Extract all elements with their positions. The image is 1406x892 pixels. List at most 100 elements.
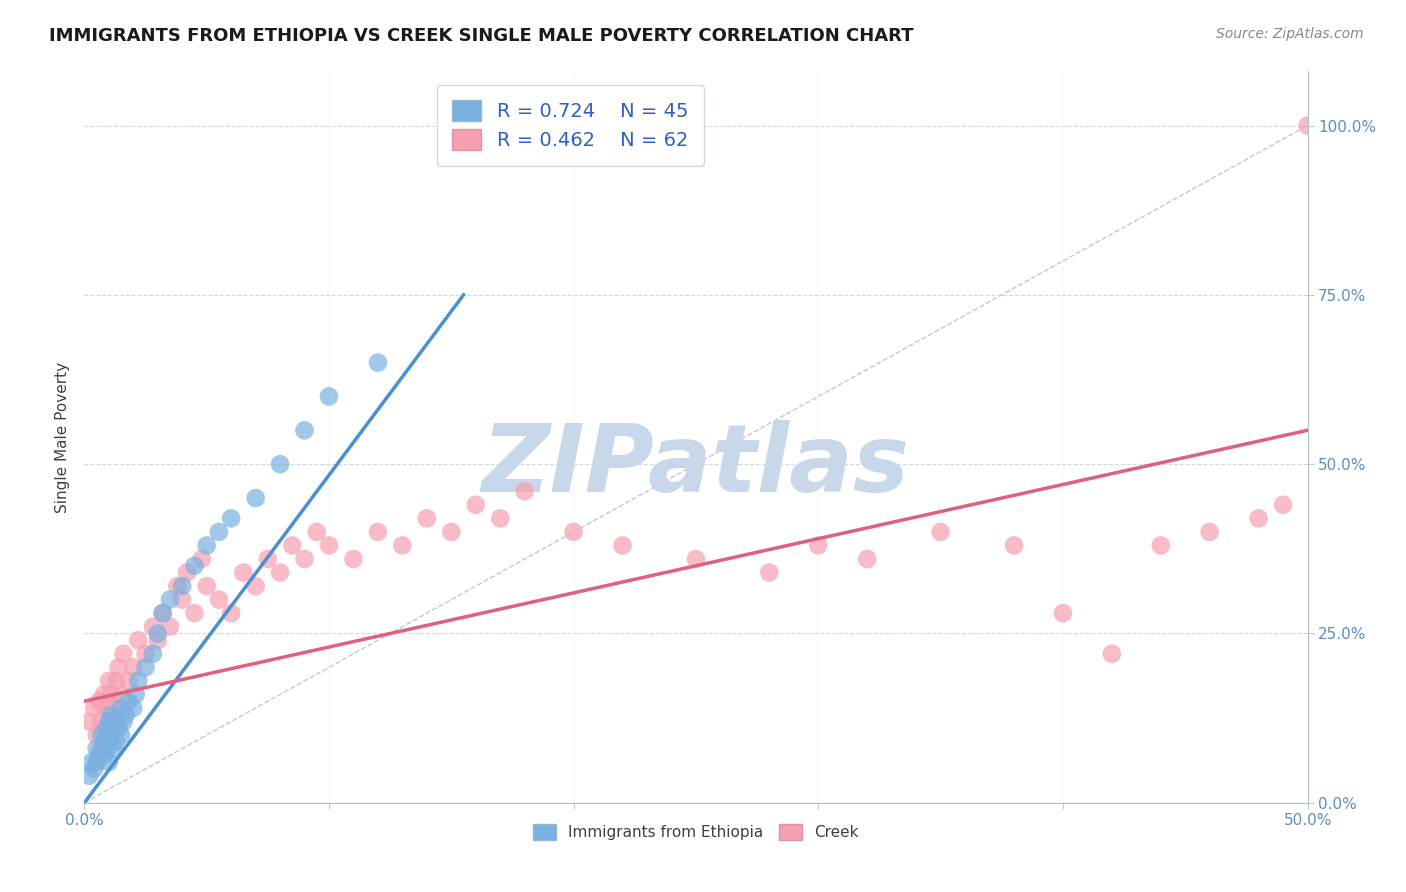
Point (758, 566, 780, 580)
Point (929, 524, 952, 539)
Point (269, 457, 291, 471)
Point (281, 538, 304, 552)
Point (269, 566, 291, 580)
Text: IMMIGRANTS FROM ETHIOPIA VS CREEK SINGLE MALE POVERTY CORRELATION CHART: IMMIGRANTS FROM ETHIOPIA VS CREEK SINGLE… (49, 27, 914, 45)
Point (416, 511, 439, 525)
Point (195, 538, 218, 552)
Y-axis label: Single Male Poverty: Single Male Poverty (55, 361, 70, 513)
Point (1150, 538, 1173, 552)
Point (159, 620, 181, 634)
Point (80, 755, 103, 769)
Point (146, 633, 169, 648)
Point (93, 688, 115, 702)
Point (1272, 498, 1295, 512)
Point (305, 524, 328, 539)
Point (83, 701, 105, 715)
Point (87, 694, 110, 708)
Point (86, 755, 108, 769)
Point (513, 484, 536, 499)
Point (135, 660, 157, 674)
Point (1101, 647, 1123, 661)
Point (152, 606, 174, 620)
Point (489, 511, 512, 525)
Point (208, 524, 231, 539)
Point (294, 423, 316, 437)
Point (90, 714, 112, 729)
Text: Source: ZipAtlas.com: Source: ZipAtlas.com (1216, 27, 1364, 41)
Point (90, 728, 112, 742)
Point (96, 701, 118, 715)
Point (97, 714, 120, 729)
Point (159, 592, 181, 607)
Point (464, 498, 486, 512)
Point (172, 579, 194, 593)
Point (1247, 511, 1270, 525)
Point (90, 741, 112, 756)
Point (176, 566, 198, 580)
Point (100, 707, 122, 722)
Point (440, 524, 463, 539)
Point (110, 701, 132, 715)
Point (807, 538, 830, 552)
Point (115, 707, 138, 722)
Point (87, 748, 110, 763)
Point (86, 728, 108, 742)
Point (208, 592, 231, 607)
Point (117, 673, 139, 688)
Point (232, 566, 254, 580)
Point (105, 714, 128, 729)
Point (342, 552, 364, 566)
Point (83, 762, 105, 776)
Point (97, 735, 120, 749)
Point (1002, 538, 1025, 552)
Point (245, 491, 267, 505)
Point (191, 552, 214, 566)
Point (117, 694, 139, 708)
Point (105, 673, 128, 688)
Point (122, 660, 145, 674)
Point (107, 721, 129, 735)
Point (183, 606, 205, 620)
Point (562, 524, 585, 539)
Point (612, 538, 634, 552)
Point (103, 741, 125, 756)
Point (127, 633, 149, 648)
Point (367, 524, 389, 539)
Point (183, 558, 205, 573)
Point (103, 701, 125, 715)
Point (100, 688, 122, 702)
Text: ZIPatlas: ZIPatlas (482, 420, 910, 512)
Point (103, 721, 125, 735)
Legend: Immigrants from Ethiopia, Creek: Immigrants from Ethiopia, Creek (527, 818, 865, 847)
Point (685, 552, 707, 566)
Point (105, 735, 128, 749)
Point (245, 579, 267, 593)
Point (110, 728, 132, 742)
Point (125, 688, 148, 702)
Point (195, 579, 218, 593)
Point (142, 620, 165, 634)
Point (172, 592, 194, 607)
Point (1052, 606, 1074, 620)
Point (77, 714, 100, 729)
Point (100, 728, 122, 742)
Point (391, 538, 413, 552)
Point (107, 660, 129, 674)
Point (93, 735, 115, 749)
Point (97, 755, 120, 769)
Point (96, 721, 118, 735)
Point (77, 769, 100, 783)
Point (127, 673, 149, 688)
Point (219, 511, 242, 525)
Point (112, 647, 135, 661)
Point (856, 552, 879, 566)
Point (318, 389, 340, 403)
Point (166, 579, 188, 593)
Point (97, 714, 120, 729)
Point (257, 552, 280, 566)
Point (367, 355, 389, 369)
Point (318, 538, 340, 552)
Point (152, 606, 174, 620)
Point (142, 647, 165, 661)
Point (122, 701, 145, 715)
